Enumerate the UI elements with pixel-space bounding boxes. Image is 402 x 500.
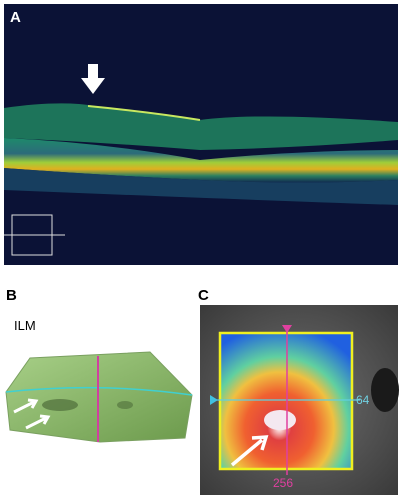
panel-b: B ILM: [5, 287, 193, 443]
panel-a: A: [4, 4, 398, 265]
depression: [117, 401, 133, 409]
hotspot: [264, 410, 296, 430]
panel-label: A: [10, 9, 21, 26]
annotation: ILM: [14, 318, 36, 333]
retina-inner: [4, 103, 398, 150]
arrow: [230, 435, 269, 467]
cyan-line: [5, 386, 193, 396]
y-marker-label: 64: [356, 393, 370, 407]
arrow: [25, 414, 51, 430]
membrane: [87, 105, 201, 121]
retina-outer: [4, 138, 398, 183]
marker: [210, 395, 218, 405]
panel-label: B: [6, 287, 17, 304]
panel-label: C: [198, 287, 209, 304]
marker: [282, 325, 292, 333]
depression: [42, 399, 78, 411]
arrow: [13, 398, 39, 414]
arrow: [81, 64, 105, 94]
choroid: [4, 168, 398, 205]
optic-disc: [371, 368, 399, 412]
thickness-map: [218, 331, 354, 471]
panel-c: C 64 256: [198, 287, 399, 495]
x-marker-label: 256: [273, 476, 293, 490]
